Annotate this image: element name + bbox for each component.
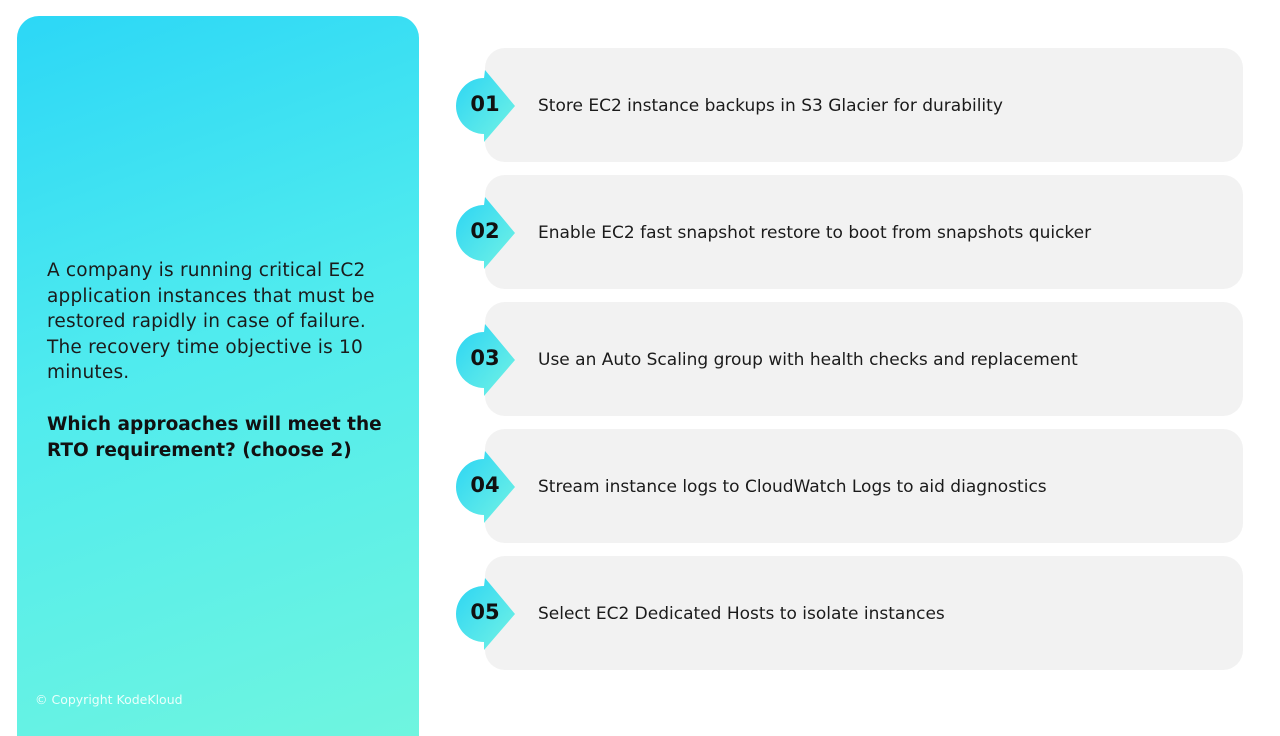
option-text[interactable]: Select EC2 Dedicated Hosts to isolate in… [538, 604, 945, 624]
option-text[interactable]: Enable EC2 fast snapshot restore to boot… [538, 223, 1092, 243]
option-number: 01 [470, 92, 500, 116]
option-number: 03 [470, 346, 500, 370]
option-card[interactable] [485, 48, 1243, 162]
option-badge-icon [456, 197, 515, 269]
option-card[interactable] [485, 175, 1243, 289]
question-panel: A company is running critical EC2 applic… [17, 16, 419, 736]
option-badge-icon [456, 578, 515, 650]
option-text[interactable]: Stream instance logs to CloudWatch Logs … [538, 477, 1047, 497]
question-text: A company is running critical EC2 applic… [47, 260, 375, 383]
option-badge-icon [456, 324, 515, 396]
option-text[interactable]: Store EC2 instance backups in S3 Glacier… [538, 96, 1003, 116]
option-number: 05 [470, 600, 500, 624]
option-badge-icon [456, 70, 515, 142]
copyright: © Copyright KodeKloud [35, 692, 183, 707]
question-prompt: Which approaches will meet the RTO requi… [47, 414, 382, 461]
option-badge-icon [456, 451, 515, 523]
option-card[interactable] [485, 302, 1243, 416]
option-number: 04 [470, 473, 500, 497]
option-card[interactable] [485, 556, 1243, 670]
option-text[interactable]: Use an Auto Scaling group with health ch… [538, 350, 1078, 370]
option-card[interactable] [485, 429, 1243, 543]
option-number: 02 [470, 219, 500, 243]
